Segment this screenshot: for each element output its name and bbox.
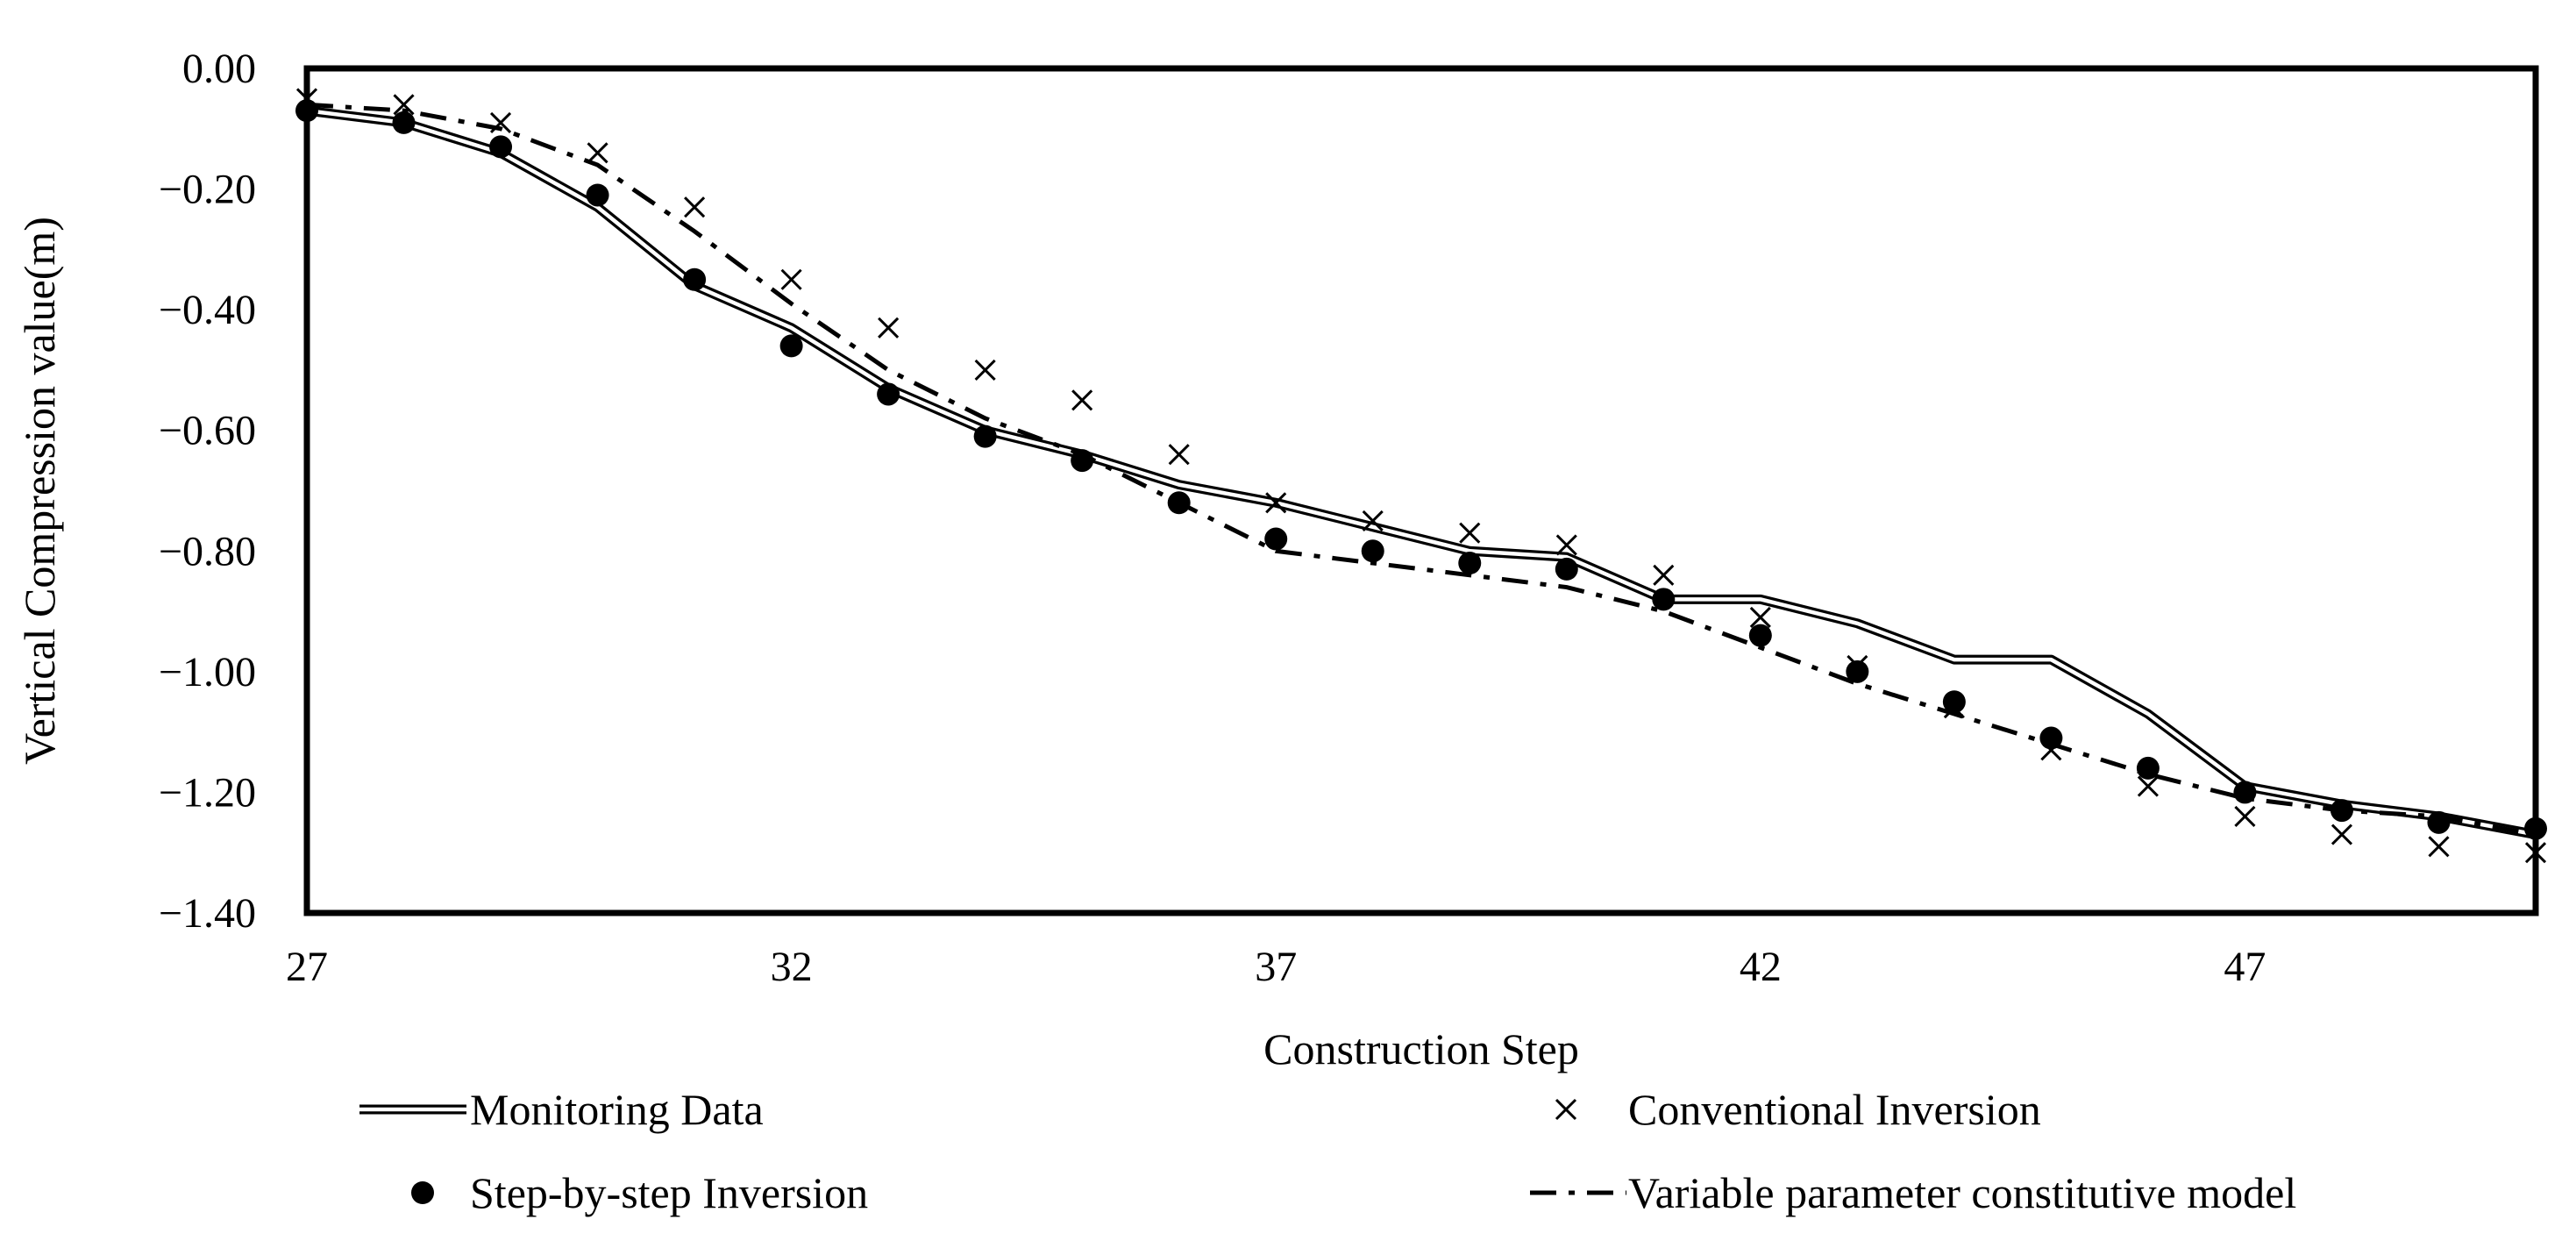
y-tick-label: −1.40 xyxy=(159,890,256,937)
step-by-step-inversion-point xyxy=(1361,539,1384,563)
conventional-inversion-point xyxy=(489,111,512,133)
legend-item: Conventional Inversion xyxy=(1555,1085,2041,1134)
step-by-step-inversion-point xyxy=(2427,810,2451,834)
y-axis-title: Vertical Compression value(m) xyxy=(15,217,64,765)
x-axis-title: Construction Step xyxy=(1263,1024,1579,1073)
y-tick-label: 0.00 xyxy=(182,46,256,92)
x-tick-label: 37 xyxy=(1255,944,1297,990)
y-tick-label: −0.80 xyxy=(159,528,256,574)
step-by-step-inversion-point xyxy=(683,267,707,291)
step-by-step-inversion-point xyxy=(2039,726,2063,750)
x-axis-ticks: 27 32 37 42 47 xyxy=(286,944,2266,990)
step-by-step-inversion-point xyxy=(1167,491,1191,515)
step-by-step-inversion-point xyxy=(1846,660,1869,683)
legend-label: Step-by-step Inversion xyxy=(470,1168,868,1217)
y-tick-label: −1.00 xyxy=(159,649,256,695)
step-by-step-inversion-point xyxy=(1652,588,1676,611)
plot-area xyxy=(295,88,2547,864)
step-by-step-inversion-point xyxy=(586,183,609,207)
step-by-step-inversion-point xyxy=(1264,527,1288,551)
step-by-step-inversion-point xyxy=(1555,557,1578,581)
legend-item: Variable parameter constitutive model xyxy=(1530,1168,2296,1217)
step-by-step-inversion-point xyxy=(392,111,416,134)
conventional-inversion-point xyxy=(587,142,608,164)
conventional-inversion-point xyxy=(393,94,415,116)
step-by-step-inversion-point xyxy=(2233,781,2257,804)
y-tick-label: −0.60 xyxy=(159,408,256,454)
step-by-step-inversion-point xyxy=(877,382,900,406)
step-by-step-inversion-point xyxy=(489,135,513,159)
y-tick-label: −0.40 xyxy=(159,287,256,333)
conventional-inversion-point xyxy=(1362,510,1384,531)
legend-item: Step-by-step Inversion xyxy=(411,1168,868,1217)
conventional-inversion-point xyxy=(1459,522,1481,544)
step-by-step-inversion-point xyxy=(1942,690,1966,714)
conventional-inversion-point xyxy=(1265,492,1287,514)
step-by-step-inversion-point xyxy=(973,424,997,448)
legend-label: Monitoring Data xyxy=(470,1085,764,1134)
legend-item: Monitoring Data xyxy=(359,1085,764,1134)
conventional-inversion-point xyxy=(2330,824,2353,845)
legend-step-by-step-inversion-swatch xyxy=(411,1181,434,1204)
x-tick-label: 47 xyxy=(2224,944,2266,990)
step-by-step-inversion-point xyxy=(1458,552,1482,575)
legend: Monitoring Data Conventional Inversion Ste… xyxy=(359,1085,2296,1217)
x-tick-label: 27 xyxy=(286,944,328,990)
conventional-inversion-point xyxy=(1653,564,1675,586)
monitoring-data-line-inner xyxy=(306,108,2537,837)
step-by-step-inversion-point xyxy=(2330,799,2353,823)
x-tick-label: 42 xyxy=(1740,944,1782,990)
plot-frame xyxy=(303,65,2539,916)
conventional-inversion-point xyxy=(1555,534,1577,556)
y-axis-ticks: 0.00 −0.20 −0.40 −0.60 −0.80 −1.00 −1.20 −1.40 xyxy=(159,46,256,937)
y-tick-label: −0.20 xyxy=(159,167,256,213)
step-by-step-inversion-point xyxy=(779,334,803,358)
conventional-inversion-point xyxy=(780,268,802,290)
conventional-inversion-point xyxy=(684,196,706,218)
conventional-inversion-point xyxy=(1749,606,1771,629)
step-by-step-inversion-point xyxy=(2136,756,2160,780)
conventional-inversion-point xyxy=(1168,444,1190,466)
variable-parameter-model-line xyxy=(306,102,2537,838)
legend-label: Conventional Inversion xyxy=(1628,1085,2041,1134)
conventional-inversion-point xyxy=(2428,836,2450,858)
conventional-inversion-point xyxy=(1071,389,1093,411)
conventional-inversion-point xyxy=(2137,775,2159,797)
step-by-step-inversion-point xyxy=(1071,449,1094,473)
conventional-inversion-point xyxy=(974,359,996,381)
x-tick-label: 32 xyxy=(771,944,813,990)
legend-conventional-inversion-swatch xyxy=(1555,1098,1577,1121)
y-tick-label: −1.20 xyxy=(159,769,256,816)
step-by-step-inversion-point xyxy=(1748,624,1772,647)
monitoring-data-line-outer xyxy=(306,105,2537,839)
conventional-inversion-point xyxy=(2234,805,2256,828)
legend-label: Variable parameter constitutive model xyxy=(1628,1168,2296,1217)
conventional-inversion-point xyxy=(878,317,900,339)
